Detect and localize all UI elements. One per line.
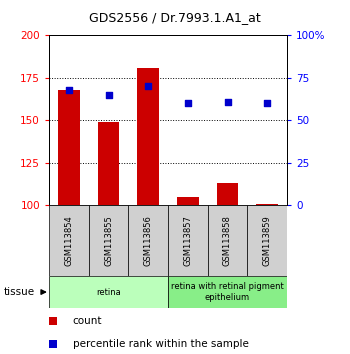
Bar	[128, 205, 168, 276]
Text: GSM113859: GSM113859	[262, 215, 272, 266]
Text: tissue: tissue	[4, 287, 35, 297]
Bar	[217, 183, 238, 205]
Point	[185, 101, 191, 106]
Bar	[98, 122, 119, 205]
Text: retina with retinal pigment
epithelium: retina with retinal pigment epithelium	[171, 282, 284, 302]
Bar	[168, 205, 208, 276]
Bar	[208, 205, 247, 276]
Bar	[256, 204, 278, 205]
Text: GSM113856: GSM113856	[144, 215, 153, 266]
Text: GSM113857: GSM113857	[183, 215, 192, 266]
Text: retina: retina	[96, 287, 121, 297]
Bar	[168, 276, 287, 308]
Point	[66, 87, 72, 93]
Text: GSM113858: GSM113858	[223, 215, 232, 266]
Bar	[49, 276, 168, 308]
Point	[264, 101, 270, 106]
Text: GDS2556 / Dr.7993.1.A1_at: GDS2556 / Dr.7993.1.A1_at	[89, 11, 261, 24]
Bar	[58, 90, 80, 205]
Text: GSM113855: GSM113855	[104, 215, 113, 266]
Point	[225, 99, 230, 104]
Bar	[137, 68, 159, 205]
Bar	[49, 205, 89, 276]
Point	[145, 84, 151, 89]
Point	[106, 92, 111, 98]
Bar	[177, 197, 199, 205]
Bar	[49, 340, 57, 348]
Text: GSM113854: GSM113854	[64, 215, 74, 266]
Text: percentile rank within the sample: percentile rank within the sample	[73, 339, 248, 349]
Bar	[247, 205, 287, 276]
Bar	[49, 317, 57, 325]
Text: count: count	[73, 316, 102, 326]
Bar	[89, 205, 128, 276]
